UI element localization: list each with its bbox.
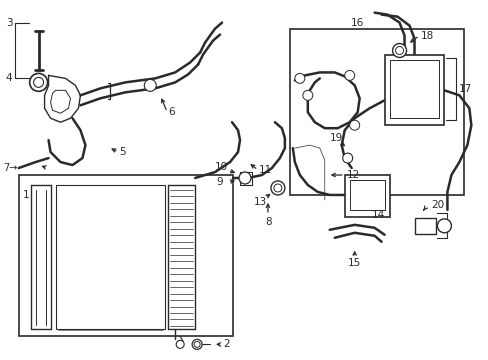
Text: 19: 19: [329, 133, 342, 143]
Text: 18: 18: [420, 31, 433, 41]
Circle shape: [192, 339, 202, 349]
Circle shape: [349, 120, 359, 130]
Circle shape: [302, 90, 312, 100]
Text: 12: 12: [346, 170, 359, 180]
Circle shape: [392, 44, 406, 58]
Bar: [384, 55, 444, 125]
Circle shape: [30, 73, 47, 91]
Bar: [349, 180, 384, 210]
Bar: [56, 185, 165, 329]
Circle shape: [395, 46, 403, 54]
Bar: [414, 218, 436, 234]
Text: 16: 16: [350, 18, 364, 28]
Text: 6: 6: [168, 107, 175, 117]
Text: 9: 9: [216, 177, 222, 187]
Text: 1: 1: [22, 190, 29, 200]
Circle shape: [437, 219, 450, 233]
Circle shape: [176, 340, 184, 348]
Bar: [344, 175, 389, 217]
Text: 10: 10: [215, 162, 228, 172]
Circle shape: [239, 172, 250, 184]
Text: 20: 20: [430, 200, 444, 210]
Circle shape: [270, 181, 285, 195]
Text: 2: 2: [223, 339, 229, 349]
Bar: [289, 28, 464, 195]
Text: 3: 3: [6, 18, 12, 28]
Bar: [19, 175, 233, 336]
Circle shape: [144, 80, 156, 91]
Text: 17: 17: [457, 84, 471, 94]
Circle shape: [342, 153, 352, 163]
Text: 5: 5: [119, 147, 126, 157]
Circle shape: [273, 184, 281, 192]
Text: 15: 15: [347, 258, 360, 268]
Text: 4: 4: [6, 73, 12, 84]
Text: 8: 8: [264, 217, 271, 227]
Text: 7→: 7→: [2, 163, 17, 173]
Text: 13: 13: [253, 197, 266, 207]
Text: 14: 14: [371, 210, 384, 220]
Bar: [389, 60, 439, 118]
Circle shape: [34, 77, 43, 87]
Circle shape: [294, 73, 304, 84]
Circle shape: [194, 341, 200, 347]
Text: 11: 11: [259, 165, 272, 175]
Circle shape: [344, 71, 354, 80]
